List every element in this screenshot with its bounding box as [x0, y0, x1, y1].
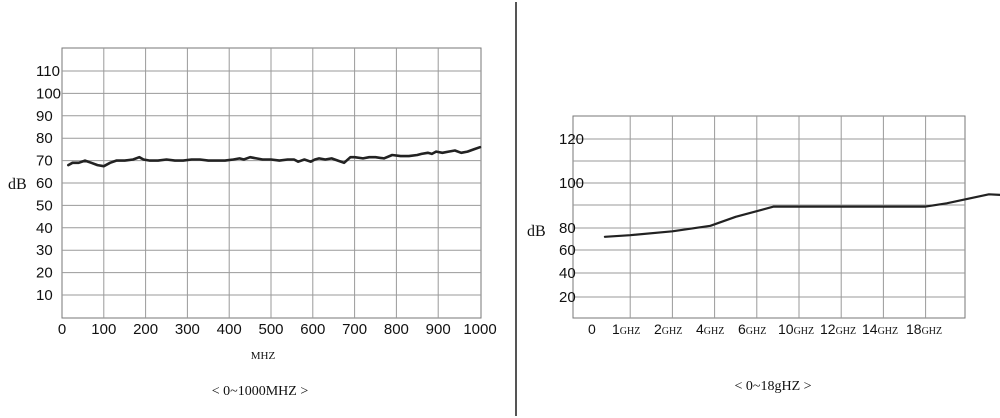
chart-right-y-tick-label: 80 — [559, 220, 576, 237]
chart-left-caption: < 0~1000MHZ > — [212, 384, 309, 399]
chart-left-y-tick-label: 40 — [36, 220, 53, 237]
chart-left-x-ticks: 0 100 200 300 400 500 600 700 800 900 1000 — [58, 321, 497, 338]
chart-left-x-tick-label: 900 — [426, 321, 451, 338]
chart-right-x-tick-label: 0 — [588, 321, 596, 337]
chart-right-y-tick-label: 120 — [559, 131, 584, 148]
chart-right-y-tick-label: 40 — [559, 265, 576, 282]
chart-right-x-tick-label: 1GHZ — [612, 321, 640, 337]
chart-left-x-tick-label: 200 — [133, 321, 158, 338]
chart-right-grid — [572, 115, 966, 319]
chart-left-x-tick-label: 400 — [217, 321, 242, 338]
chart-right-x-tick-label: 4GHZ — [696, 321, 724, 337]
chart-left-y-tick-label: 10 — [36, 287, 53, 304]
chart-right-y-tick-label: 100 — [559, 175, 584, 192]
chart-left-y-axis-label: dB — [8, 176, 27, 193]
chart-left-x-tick-label: 800 — [384, 321, 409, 338]
chart-left-y-tick-label: 80 — [36, 130, 53, 147]
chart-left-x-tick-label: 100 — [91, 321, 116, 338]
chart-right-x-ticks: 0 1GHZ 2GHZ 4GHZ 6GHZ 10GHZ 12GHZ 14GHZ 18GHZ — [588, 321, 942, 337]
chart-right: 20 40 60 80 100 120 0 1GHZ 2GHZ 4GHZ 6GHZ 10GHZ 12G… — [527, 115, 1000, 394]
chart-right-caption: < 0~18gHZ > — [734, 379, 811, 394]
chart-right-series-line — [603, 193, 1000, 238]
chart-left-x-tick-label: 700 — [342, 321, 367, 338]
chart-left-x-tick-label: 300 — [175, 321, 200, 338]
chart-left-x-tick-label: 600 — [300, 321, 325, 338]
chart-left-x-unit-label: MHZ — [251, 350, 276, 362]
chart-right-x-tick-label: 18GHZ — [906, 321, 942, 337]
chart-left-y-ticks: 10 20 30 40 50 60 70 80 90 100 110 — [36, 63, 61, 304]
chart-left-x-tick-label: 500 — [258, 321, 283, 338]
chart-right-y-tick-label: 20 — [559, 289, 576, 306]
chart-left-x-tick-label: 1000 — [463, 321, 496, 338]
chart-left-series-line — [67, 145, 482, 168]
chart-right-y-ticks: 20 40 60 80 100 120 — [559, 131, 584, 306]
chart-right-plot-frame — [572, 115, 966, 319]
chart-right-x-tick-label: 6GHZ — [738, 321, 766, 337]
chart-left: 10 20 30 40 50 60 70 80 90 100 110 0 100 200 300 400 50… — [8, 47, 497, 399]
chart-left-y-tick-label: 110 — [36, 63, 60, 80]
chart-left-y-tick-label: 60 — [36, 175, 53, 192]
chart-right-y-axis-label: dB — [527, 223, 546, 240]
chart-right-x-tick-label: 12GHZ — [820, 321, 856, 337]
chart-left-y-tick-label: 100 — [36, 85, 61, 102]
chart-left-y-tick-label: 30 — [36, 242, 53, 259]
chart-right-x-tick-label: 2GHZ — [654, 321, 682, 337]
chart-left-y-tick-label: 70 — [36, 153, 53, 170]
chart-left-y-tick-label: 50 — [36, 197, 53, 214]
chart-right-x-tick-label: 10GHZ — [778, 321, 814, 337]
chart-left-x-tick-label: 0 — [58, 321, 66, 338]
chart-right-y-tick-label: 60 — [559, 242, 576, 259]
chart-right-x-tick-label: 14GHZ — [862, 321, 898, 337]
chart-left-grid — [61, 47, 482, 319]
chart-left-y-tick-label: 20 — [36, 265, 53, 282]
chart-left-y-tick-label: 90 — [36, 108, 53, 125]
